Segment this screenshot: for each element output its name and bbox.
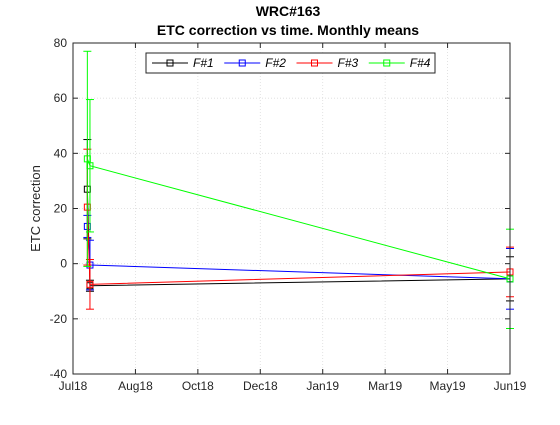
y-tick-label: 80 (54, 36, 68, 50)
legend-label: F#4 (410, 56, 431, 70)
legend-label: F#3 (338, 56, 359, 70)
x-tick-label: Jan19 (306, 379, 339, 393)
y-tick-label: 20 (54, 202, 68, 216)
legend-box (145, 52, 436, 74)
plot-area (73, 43, 510, 374)
x-tick-label: Jul18 (59, 379, 88, 393)
legend-label: F#2 (265, 56, 286, 70)
x-tick-label: Dec18 (243, 379, 278, 393)
x-tick-label: Jun19 (494, 379, 527, 393)
y-tick-label: 40 (54, 146, 68, 160)
legend-item: F#4 (368, 56, 431, 70)
y-tick-label: -40 (50, 367, 68, 381)
data-point (86, 162, 94, 170)
chart-subtitle: ETC correction vs time. Monthly means (157, 22, 419, 38)
x-tick-label: Mar19 (368, 379, 402, 393)
legend-item: F#1 (152, 56, 214, 70)
data-point (86, 280, 94, 288)
legend-item: F#3 (296, 56, 359, 70)
legend-marker (311, 59, 318, 67)
legend-label: F#1 (193, 56, 214, 70)
y-tick-label: 0 (60, 257, 67, 271)
x-tick-label: May19 (430, 379, 466, 393)
legend: F#1 F#2 F#3 F#4 (145, 52, 436, 74)
x-tick-label: Oct18 (182, 379, 214, 393)
grid (73, 43, 510, 374)
y-axis-label: ETC correction (28, 165, 43, 252)
chart-title: WRC#163 (256, 3, 321, 19)
y-tick-label: -20 (50, 312, 68, 326)
x-tick-label: Aug18 (118, 379, 153, 393)
plot-frame (72, 42, 511, 375)
legend-item: F#2 (224, 56, 286, 70)
legend-marker (238, 59, 246, 67)
legend-marker (166, 59, 174, 67)
ticks: Jul18 Aug18 Oct18 Dec18 Jan19 Mar19 May19 Jun19… (50, 36, 527, 393)
legend-marker (383, 59, 391, 67)
y-tick-label: 60 (54, 91, 68, 105)
